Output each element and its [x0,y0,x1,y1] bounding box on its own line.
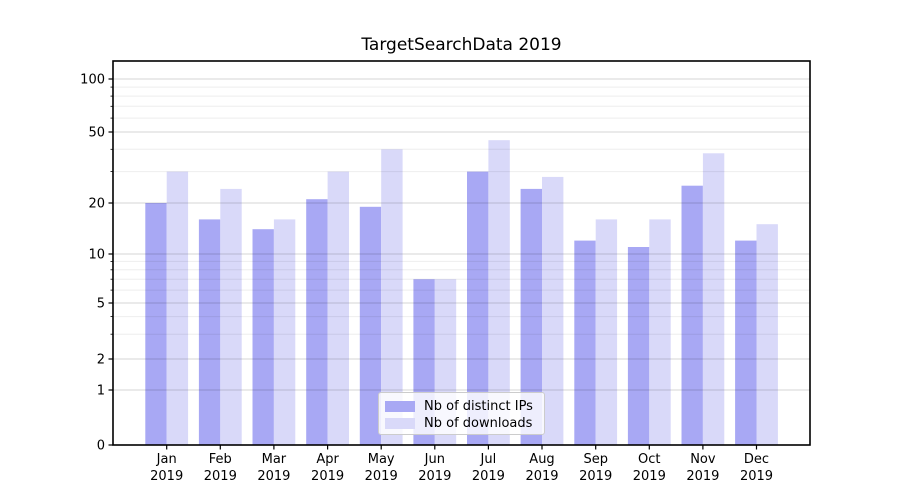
x-tick-month-label-jan: Jan [156,452,177,467]
bar-downloads-mar [273,219,296,445]
bar-downloads-may [381,149,403,446]
x-tick-month-label-dec: Dec [744,452,769,467]
bar-distinct-ips-sep [574,240,596,445]
bar-downloads-nov [702,153,725,446]
x-tick-year-label-aug: 2019 [525,469,558,484]
bar-downloads-dec [756,224,778,445]
bar-distinct-ips-oct [627,247,650,445]
legend-label-distinct-ips: Nb of distinct IPs [424,399,533,414]
bar-distinct-ips-mar [252,229,274,445]
bar-downloads-apr [327,171,349,445]
bar-downloads-aug [542,176,564,445]
legend-swatch-downloads [385,418,415,429]
y-tick-label-50: 50 [88,126,105,141]
bar-distinct-ips-aug [520,188,542,445]
x-tick-month-label-feb: Feb [209,452,232,467]
x-tick-year-label-jan: 2019 [150,469,183,484]
bar-distinct-ips-dec [735,240,757,445]
chart-title: TargetSearchData 2019 [361,35,562,55]
legend-label-downloads: Nb of downloads [424,416,533,431]
x-tick-year-label-feb: 2019 [204,469,237,484]
bar-downloads-feb [220,188,242,445]
y-tick-label-2: 2 [97,353,105,368]
x-tick-year-label-dec: 2019 [740,469,773,484]
x-tick-year-label-sep: 2019 [579,469,612,484]
bar-downloads-oct [649,219,671,445]
x-tick-month-label-jul: Jul [480,452,497,467]
x-tick-month-label-mar: Mar [262,452,287,467]
x-tick-month-label-may: May [368,452,395,467]
bar-downloads-jul [488,140,510,445]
x-tick-year-label-jun: 2019 [418,469,451,484]
x-tick-month-label-jun: Jun [424,452,445,467]
bar-distinct-ips-may [359,206,382,445]
x-tick-year-label-oct: 2019 [633,469,666,484]
x-tick-year-label-nov: 2019 [686,469,719,484]
axes-spines [112,60,811,446]
y-tick-label-5: 5 [97,297,105,312]
legend-row-distinct-ips: Nb of distinct IPs [385,398,544,415]
x-tick-year-label-apr: 2019 [311,469,344,484]
legend-swatch-distinct-ips [385,401,415,412]
x-tick-month-label-nov: Nov [690,452,716,467]
y-tick-label-0: 0 [97,439,105,454]
bar-downloads-sep [595,219,618,445]
bar-distinct-ips-nov [681,185,703,445]
x-tick-year-label-jul: 2019 [472,469,505,484]
y-tick-label-1: 1 [97,384,105,399]
y-tick-label-100: 100 [80,73,105,88]
legend: Nb of distinct IPs Nb of downloads [378,392,545,435]
bar-distinct-ips-apr [306,199,328,445]
bar-distinct-ips-feb [198,219,221,445]
x-tick-year-label-mar: 2019 [257,469,290,484]
x-tick-year-label-may: 2019 [365,469,398,484]
legend-row-downloads: Nb of downloads [385,415,544,432]
x-tick-month-label-apr: Apr [316,452,339,467]
y-tick-label-20: 20 [88,197,105,212]
bar-distinct-ips-jan [145,203,167,445]
y-tick-label-10: 10 [88,248,105,263]
x-tick-month-label-aug: Aug [529,452,554,467]
bar-distinct-ips-jul [467,171,489,445]
x-tick-month-label-oct: Oct [638,452,660,467]
bar-downloads-jan [166,171,189,445]
x-tick-month-label-sep: Sep [583,452,608,467]
